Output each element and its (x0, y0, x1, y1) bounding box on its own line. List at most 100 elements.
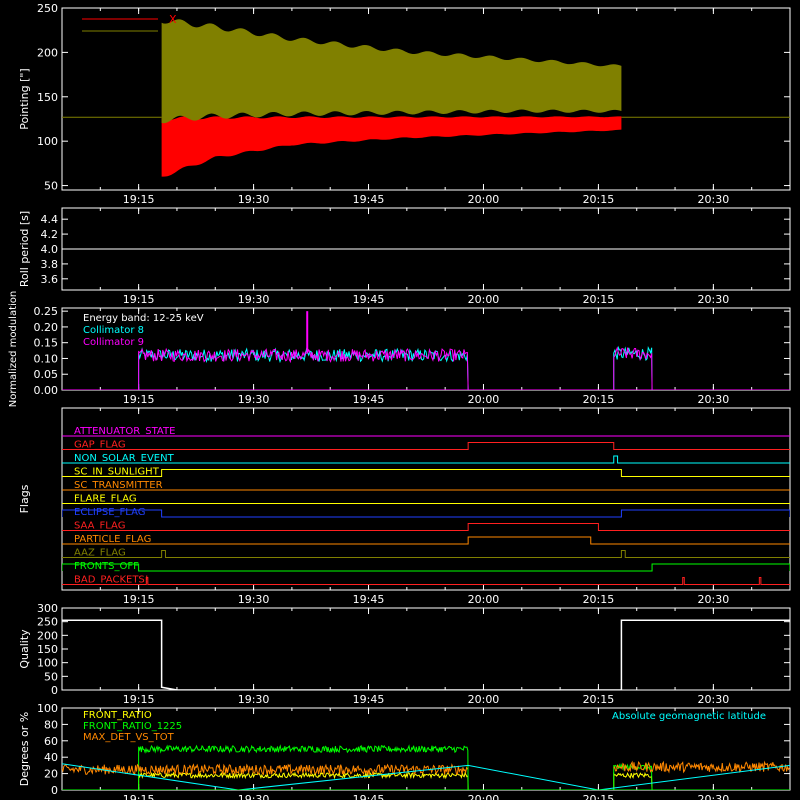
legend-label: X (169, 13, 177, 26)
collimator-9-trace (138, 347, 469, 390)
x-tick-label: 19:15 (123, 193, 155, 206)
y-tick-label: 150 (37, 643, 58, 656)
geomag-latitude-line (62, 763, 790, 790)
plot-area-quality (62, 619, 790, 690)
y-tick-label: 40 (44, 751, 58, 764)
panel-modulation: 19:15 19:30 19:45 20:00 20:15 20:30 Normalized… (8, 291, 791, 408)
x-tick-label: 20:15 (583, 593, 615, 606)
x-tick-label: 20:00 (468, 793, 500, 800)
quality-line (62, 619, 790, 690)
x-tick-label: 20:30 (698, 293, 730, 306)
x-tick-label: 20:15 (583, 293, 615, 306)
y-tick-label: 0.00 (34, 384, 59, 397)
plot-area-flags (62, 435, 790, 585)
x-tick-label: 20:00 (468, 393, 500, 406)
flag-label: BAD_PACKETS! (74, 575, 149, 586)
plot-frame (61, 7, 791, 191)
flag-line-aaz_flag (62, 550, 790, 558)
flag-label: SAA_FLAG (74, 521, 125, 532)
flag-label: FRONTS_OFF (74, 561, 139, 572)
flag-line-non_solar_event (62, 455, 790, 464)
x-tick-label: 20:00 (468, 293, 500, 306)
y-axis-label: Flags (18, 484, 31, 513)
x-tick-label: 20:30 (698, 393, 730, 406)
legend-label: FRONT_RATIO (83, 710, 152, 721)
y-tick-label: 20 (44, 768, 58, 781)
y-tick-label: 60 (44, 735, 58, 748)
flag-label: ECLIPSE_FLAG (74, 507, 145, 518)
y-tick-label: 50 (44, 670, 58, 683)
y-axis-label: Roll period [s] (18, 211, 31, 287)
x-tick-label: 19:15 (123, 593, 155, 606)
panel-ratios: 19:15 19:30 19:45 20:00 20:15 20:30 Degrees or… (18, 702, 791, 800)
y-tick-label: 0.10 (34, 352, 59, 365)
x-tick-label: 19:30 (238, 193, 270, 206)
x-tick-label: 20:30 (698, 193, 730, 206)
x-tick-label: 19:45 (353, 793, 385, 800)
x-tick-label: 19:30 (238, 593, 270, 606)
y-tick-label: 4.0 (41, 243, 59, 256)
flag-line-particle_flag (62, 536, 790, 545)
x-tick-label: 20:30 (698, 693, 730, 706)
y-tick-label: 4.4 (41, 213, 59, 226)
x-tick-label: 20:00 (468, 693, 500, 706)
collimator-9-trace (613, 346, 653, 390)
x-tick-label: 19:30 (238, 393, 270, 406)
y-tick-label: 80 (44, 718, 58, 731)
plot-area-ratios (62, 744, 790, 790)
series-max_det_vs_tot (62, 763, 468, 777)
flag-label: PARTICLE_FLAG (74, 534, 151, 545)
panel-quality: 19:15 19:30 19:45 20:00 20:15 20:30 Quality 050… (18, 602, 791, 706)
y-tick-label: 0.15 (34, 337, 59, 350)
flag-line-sc_in_sunlight (62, 469, 790, 477)
flag-label: SC_IN_SUNLIGHT (74, 467, 160, 478)
x-tick-label: 19:45 (353, 293, 385, 306)
x-tick-label: 20:00 (468, 593, 500, 606)
y-axis-label: Degrees or % (18, 712, 31, 786)
flag-line-fronts_off (62, 563, 790, 572)
flag-label: NON_SOLAR_EVENT (74, 453, 175, 464)
y-tick-label: 300 (37, 602, 58, 615)
x-tick-label: 19:30 (238, 293, 270, 306)
series-x-band (161, 116, 622, 177)
y-tick-label: 250 (37, 2, 58, 15)
y-tick-label: 200 (37, 46, 58, 59)
y-tick-label: 3.8 (41, 258, 59, 271)
x-tick-label: 19:15 (123, 693, 155, 706)
flag-label: FLARE_FLAG (74, 494, 137, 505)
y-tick-label: 0 (51, 684, 58, 697)
x-tick-label: 20:15 (583, 393, 615, 406)
y-tick-label: 100 (37, 657, 58, 670)
flag-label: SC_TRANSMITTER (74, 480, 163, 491)
y-tick-label: 100 (37, 135, 58, 148)
y-tick-label: 4.2 (41, 228, 59, 241)
series-front_ratio (138, 771, 469, 790)
legend-label: Collimator 8 (83, 325, 144, 336)
x-tick-label: 20:30 (698, 793, 730, 800)
y-axis-label: Pointing ["] (18, 68, 31, 129)
y-tick-label: 250 (37, 616, 58, 629)
legend-label: MAX_DET_VS_TOT (83, 732, 175, 743)
x-tick-label: 20:15 (583, 693, 615, 706)
panel-flags: 19:15 19:30 19:45 20:00 20:15 20:30 Flags ATTEN… (18, 407, 791, 606)
y-tick-label: 150 (37, 91, 58, 104)
y-tick-label: 100 (37, 702, 58, 715)
y-tick-label: 0 (51, 784, 58, 797)
y-tick-label: 3.6 (41, 273, 59, 286)
y-tick-label: 0.20 (34, 321, 59, 334)
legend-label: FRONT_RATIO_1225 (83, 721, 182, 732)
flag-line-eclipse_flag (62, 509, 790, 518)
flag-label: AAZ_FLAG (74, 548, 126, 559)
flag-line-gap_flag (62, 442, 790, 450)
x-tick-label: 19:45 (353, 193, 385, 206)
plot-frame (61, 407, 791, 591)
y-axis-label: Normalized modulation (8, 291, 19, 408)
series-y-band (161, 19, 622, 124)
x-tick-label: 20:00 (468, 193, 500, 206)
x-tick-label: 19:30 (238, 693, 270, 706)
plot-area-pointing (62, 19, 790, 177)
y-tick-label: 50 (44, 180, 58, 193)
series-front_ratio_1225 (138, 744, 469, 790)
y-tick-label: 0.25 (34, 305, 59, 318)
